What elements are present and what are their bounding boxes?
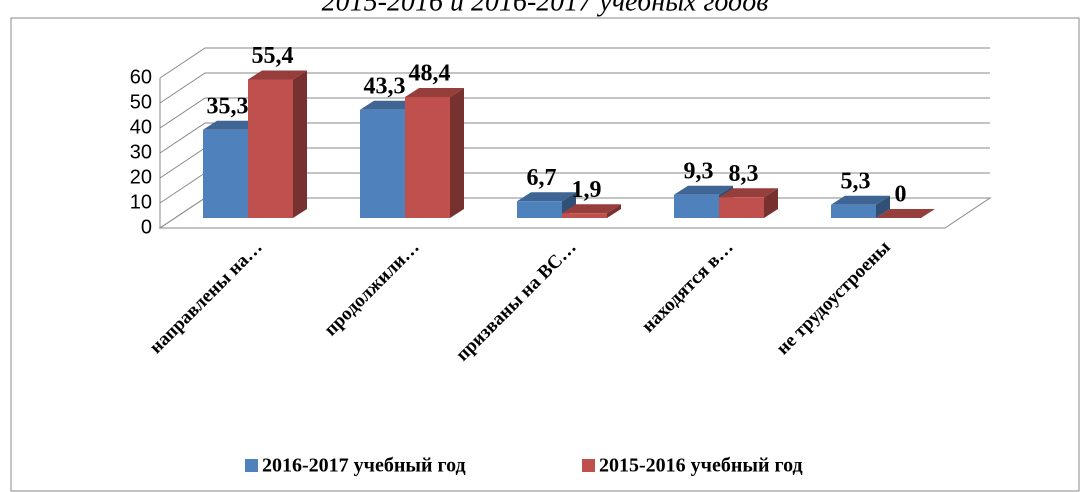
bar xyxy=(562,213,607,218)
bar xyxy=(831,204,876,218)
bar-group xyxy=(248,70,307,218)
y-tick-label: 20 xyxy=(130,166,152,188)
bar-group xyxy=(405,88,464,218)
value-label: 5,3 xyxy=(841,168,871,194)
bar-side xyxy=(293,70,307,218)
bar-top xyxy=(831,195,890,205)
bar xyxy=(248,79,293,218)
x-tick-label: не трудоустроены xyxy=(772,237,894,359)
grid-line xyxy=(159,72,990,104)
bar-side xyxy=(764,188,778,218)
bar xyxy=(360,109,405,218)
grid-line xyxy=(159,97,990,129)
value-label: 0 xyxy=(895,182,907,208)
bar-top xyxy=(203,120,262,130)
chart-title: 2015-2016 и 2016-2017 учебных годов xyxy=(322,0,769,17)
bar-side xyxy=(607,204,621,218)
bar-side xyxy=(876,195,890,218)
bar-side xyxy=(450,88,464,218)
grid-line xyxy=(159,47,990,79)
y-tick-label: 10 xyxy=(130,191,152,213)
x-tick-label: призваны на ВС… xyxy=(452,237,581,366)
x-tick-label: направлены на… xyxy=(145,237,266,358)
bar-top xyxy=(405,88,464,97)
value-label: 35,3 xyxy=(207,93,249,119)
bar-group xyxy=(831,195,890,218)
bar-group xyxy=(876,209,935,218)
value-label: 1,9 xyxy=(572,177,602,203)
bar xyxy=(719,197,764,218)
bar-group xyxy=(719,188,778,218)
grid-line xyxy=(159,122,990,154)
value-label: 48,4 xyxy=(409,61,451,87)
y-tick-label: 0 xyxy=(141,216,152,238)
legend-swatch xyxy=(582,459,595,472)
value-label: 9,3 xyxy=(684,158,714,184)
bar-top xyxy=(360,100,419,110)
x-tick-label: находятся в… xyxy=(638,237,738,337)
y-tick-label: 60 xyxy=(130,66,152,88)
bar-top xyxy=(517,192,576,202)
bar xyxy=(203,129,248,218)
value-label: 8,3 xyxy=(729,161,759,187)
bar-top xyxy=(674,185,733,195)
y-tick-label: 50 xyxy=(130,91,152,113)
bar xyxy=(517,201,562,218)
bar-group xyxy=(517,192,576,218)
chart-frame xyxy=(10,17,1080,492)
y-tick-label: 40 xyxy=(130,116,152,138)
bar-top xyxy=(562,204,621,214)
legend-label: 2016-2017 учебный год xyxy=(262,455,466,477)
x-tick-label: продолжили… xyxy=(320,237,423,340)
value-label: 6,7 xyxy=(527,165,557,191)
bar-top xyxy=(876,209,935,218)
bar xyxy=(405,97,450,218)
bar-top xyxy=(248,70,307,80)
bar-top xyxy=(719,188,778,198)
bar xyxy=(674,194,719,218)
legend-label: 2015-2016 учебный год xyxy=(599,455,803,477)
bar-group xyxy=(562,204,621,218)
value-label: 55,4 xyxy=(252,43,294,69)
legend-swatch xyxy=(245,459,258,472)
value-label: 43,3 xyxy=(364,73,406,99)
y-tick-label: 30 xyxy=(130,141,152,163)
